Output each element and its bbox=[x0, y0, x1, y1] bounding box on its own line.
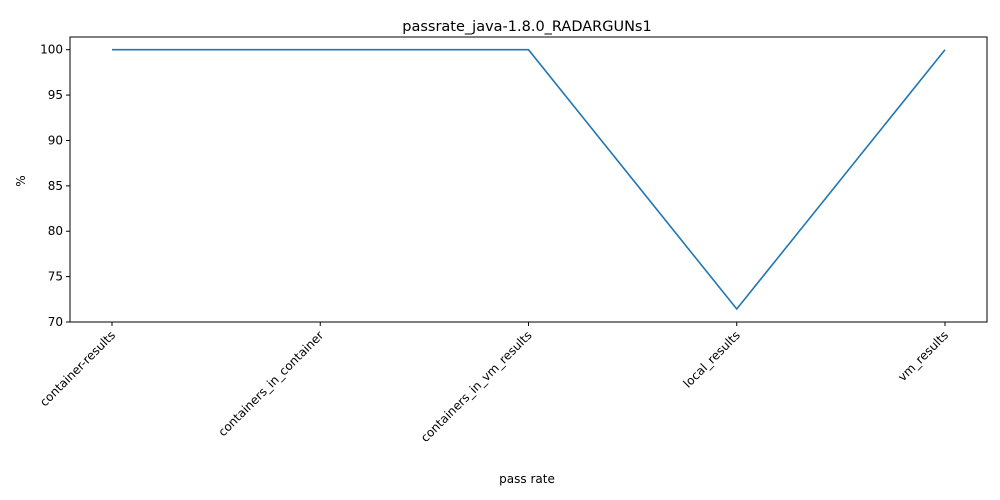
y-axis: 70 75 80 85 90 95 100 bbox=[40, 43, 70, 329]
x-tick-label: container-results bbox=[37, 328, 118, 409]
plot-frame bbox=[69, 36, 988, 323]
series-layer bbox=[112, 48, 946, 311]
plot-area bbox=[69, 36, 988, 323]
y-tick-label: 85 bbox=[48, 179, 63, 193]
series-line bbox=[112, 48, 946, 311]
x-tick-label: containers_in_vm_results bbox=[418, 328, 535, 445]
y-tick-label: 100 bbox=[40, 43, 63, 57]
chart-title: passrate_java-1.8.0_RADARGUNs1 bbox=[402, 19, 651, 35]
y-axis-label: % bbox=[14, 175, 28, 186]
y-tick-label: 80 bbox=[48, 224, 63, 238]
x-tick-label: vm_results bbox=[895, 328, 951, 384]
x-axis-label: pass rate bbox=[499, 472, 555, 486]
y-tick-label: 75 bbox=[48, 270, 63, 284]
x-axis: container-results containers_in_container… bbox=[37, 322, 951, 445]
y-tick-label: 70 bbox=[48, 315, 63, 329]
x-tick-label: containers_in_container bbox=[215, 328, 326, 439]
y-tick-label: 95 bbox=[48, 88, 63, 102]
y-tick-label: 90 bbox=[48, 133, 63, 147]
x-tick-label: local_results bbox=[681, 328, 743, 390]
